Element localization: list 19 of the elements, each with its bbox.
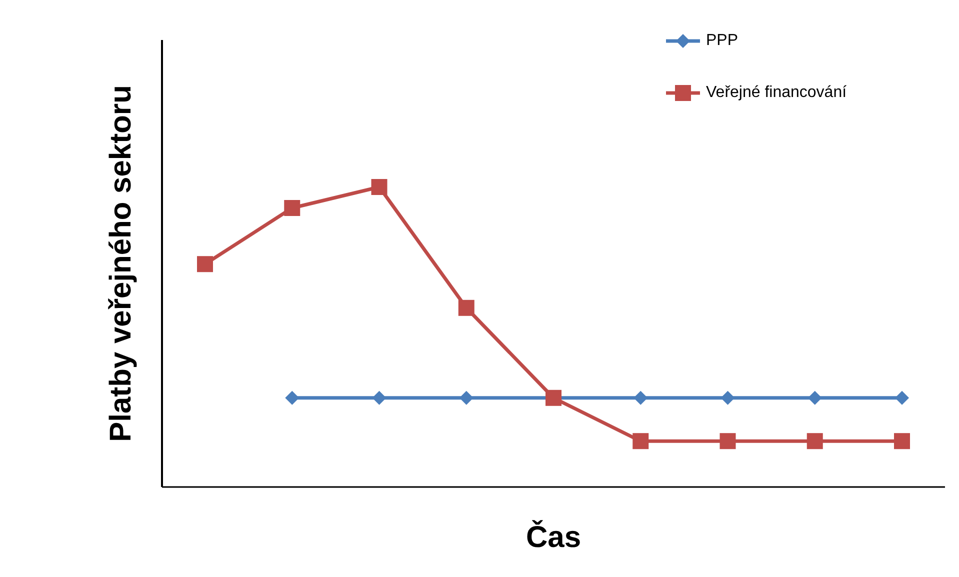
point [720,390,735,405]
legend-label: PPP [706,32,738,50]
point [285,390,300,405]
point [894,433,910,450]
point [371,179,388,195]
point [806,433,823,450]
point [197,256,213,272]
point [459,390,474,405]
point [720,433,736,450]
point [632,433,649,450]
x-axis-title: Čas [526,520,582,554]
point [808,390,822,405]
point [634,390,648,405]
point [895,390,909,405]
point [372,390,386,405]
y-axis-title: Platby veřejného sektoru [104,85,138,442]
point [284,200,300,216]
point [458,300,474,316]
legend-label: Veřejné financování [706,84,847,102]
